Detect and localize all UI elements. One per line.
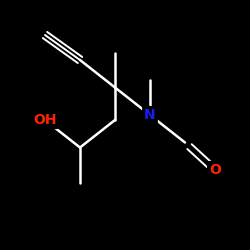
Text: OH: OH bbox=[33, 113, 57, 127]
Text: N: N bbox=[144, 108, 156, 122]
Text: O: O bbox=[209, 163, 221, 177]
